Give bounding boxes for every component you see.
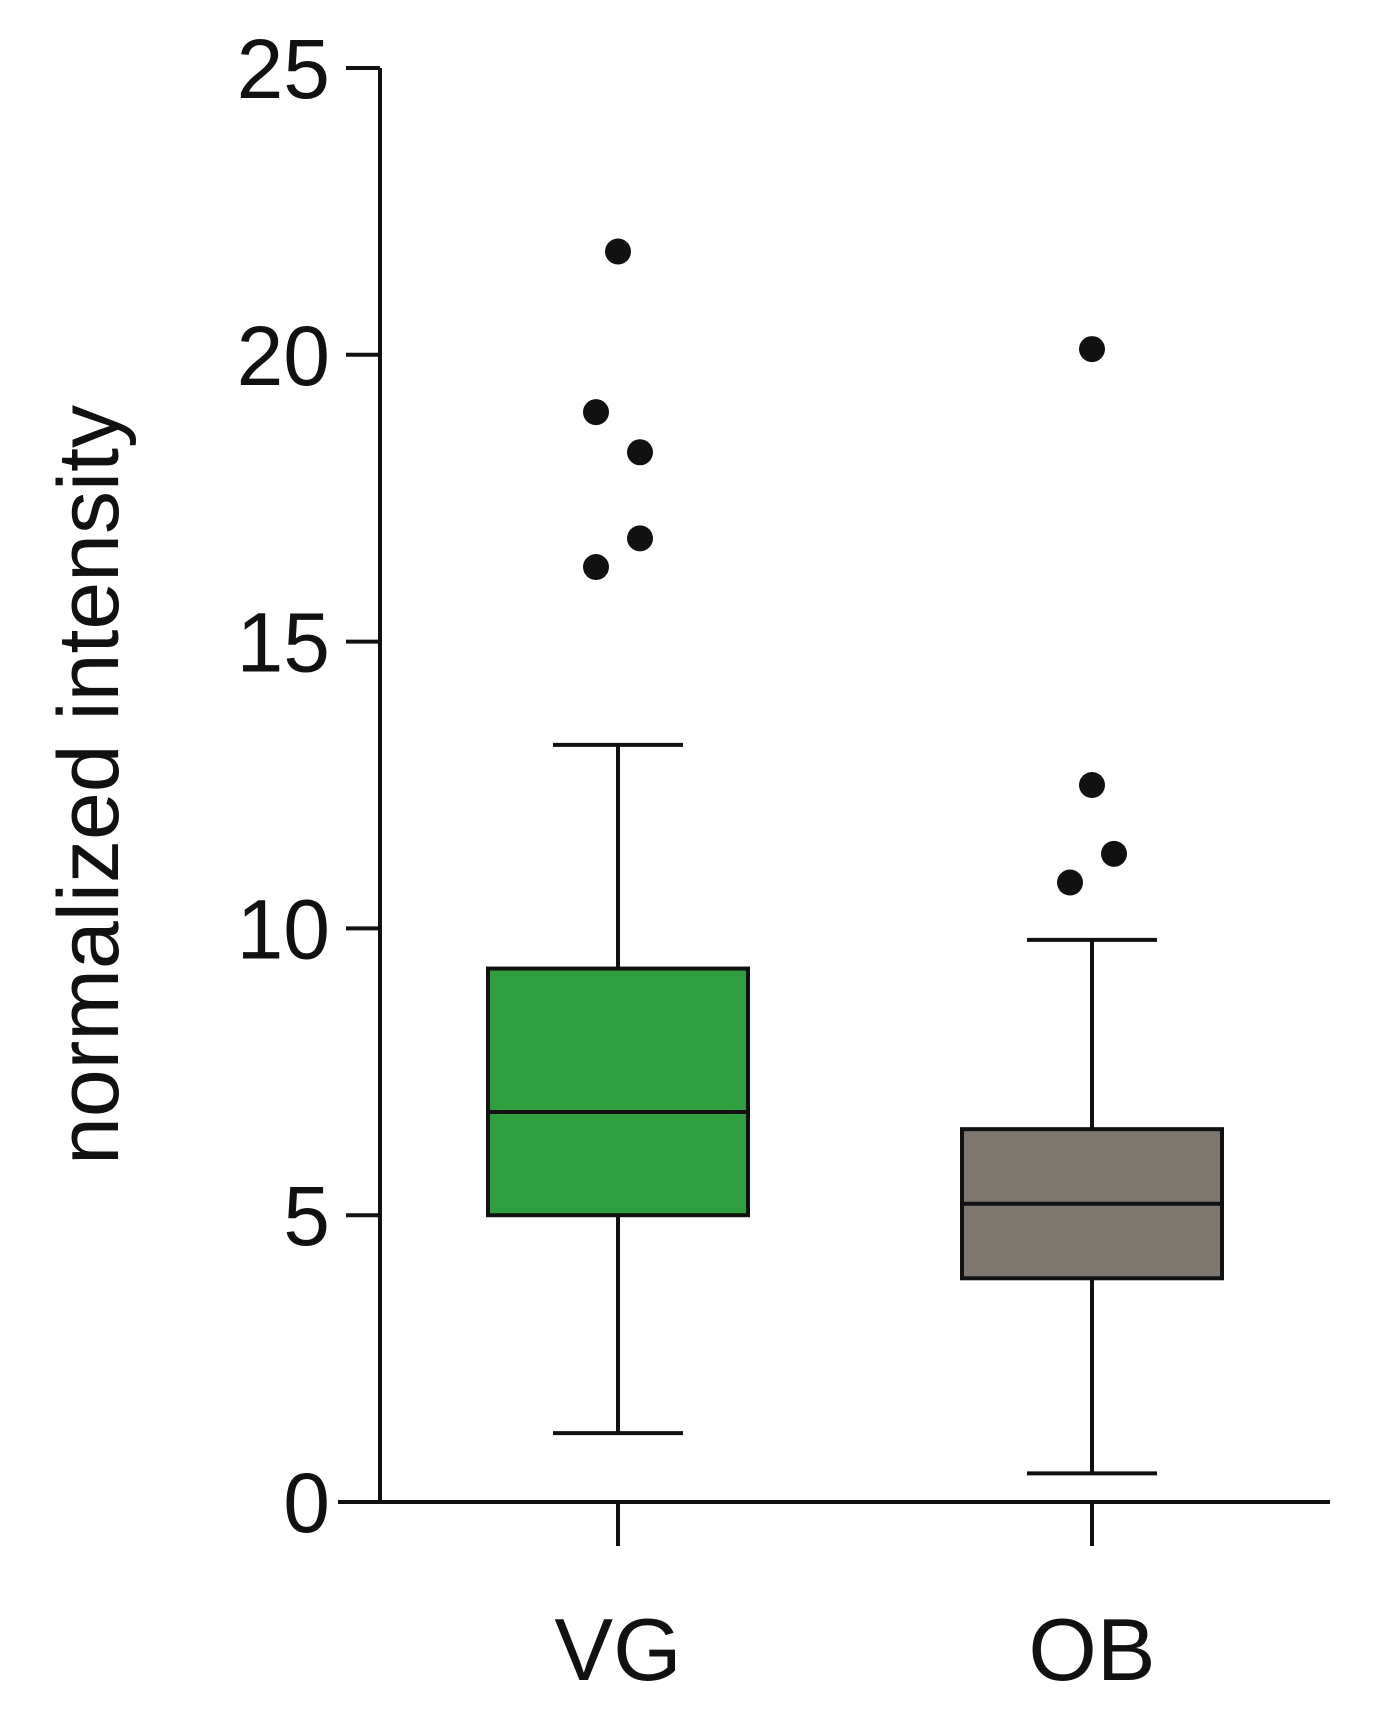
y-axis: 0 5 10 15 20 25: [237, 22, 382, 1550]
y-tick-label: 5: [283, 1169, 330, 1263]
y-tick-label: 0: [283, 1456, 330, 1550]
y-tick-label: 20: [237, 309, 330, 403]
outlier-point: [1079, 336, 1105, 363]
y-tick-label: 25: [237, 22, 330, 116]
box-group-ob: [960, 336, 1224, 1476]
box-iqr: [486, 966, 750, 1218]
outlier-point: [1057, 869, 1083, 896]
y-tick-label: 15: [237, 596, 330, 690]
y-axis-title: normalized intensity: [41, 405, 137, 1165]
x-axis: VG OB: [338, 1500, 1330, 1699]
plot-area: [486, 238, 1224, 1476]
outlier-point: [583, 399, 609, 426]
outlier-point: [1101, 840, 1127, 867]
box-group-vg: [486, 238, 750, 1436]
outlier-point: [1079, 772, 1105, 798]
x-tick-label: VG: [554, 1600, 681, 1699]
outlier-point: [583, 554, 609, 581]
outlier-point: [627, 439, 653, 466]
y-tick-label: 10: [237, 882, 330, 976]
outlier-point: [627, 525, 653, 552]
outlier-point: [605, 238, 631, 265]
x-tick-label: OB: [1028, 1600, 1155, 1699]
